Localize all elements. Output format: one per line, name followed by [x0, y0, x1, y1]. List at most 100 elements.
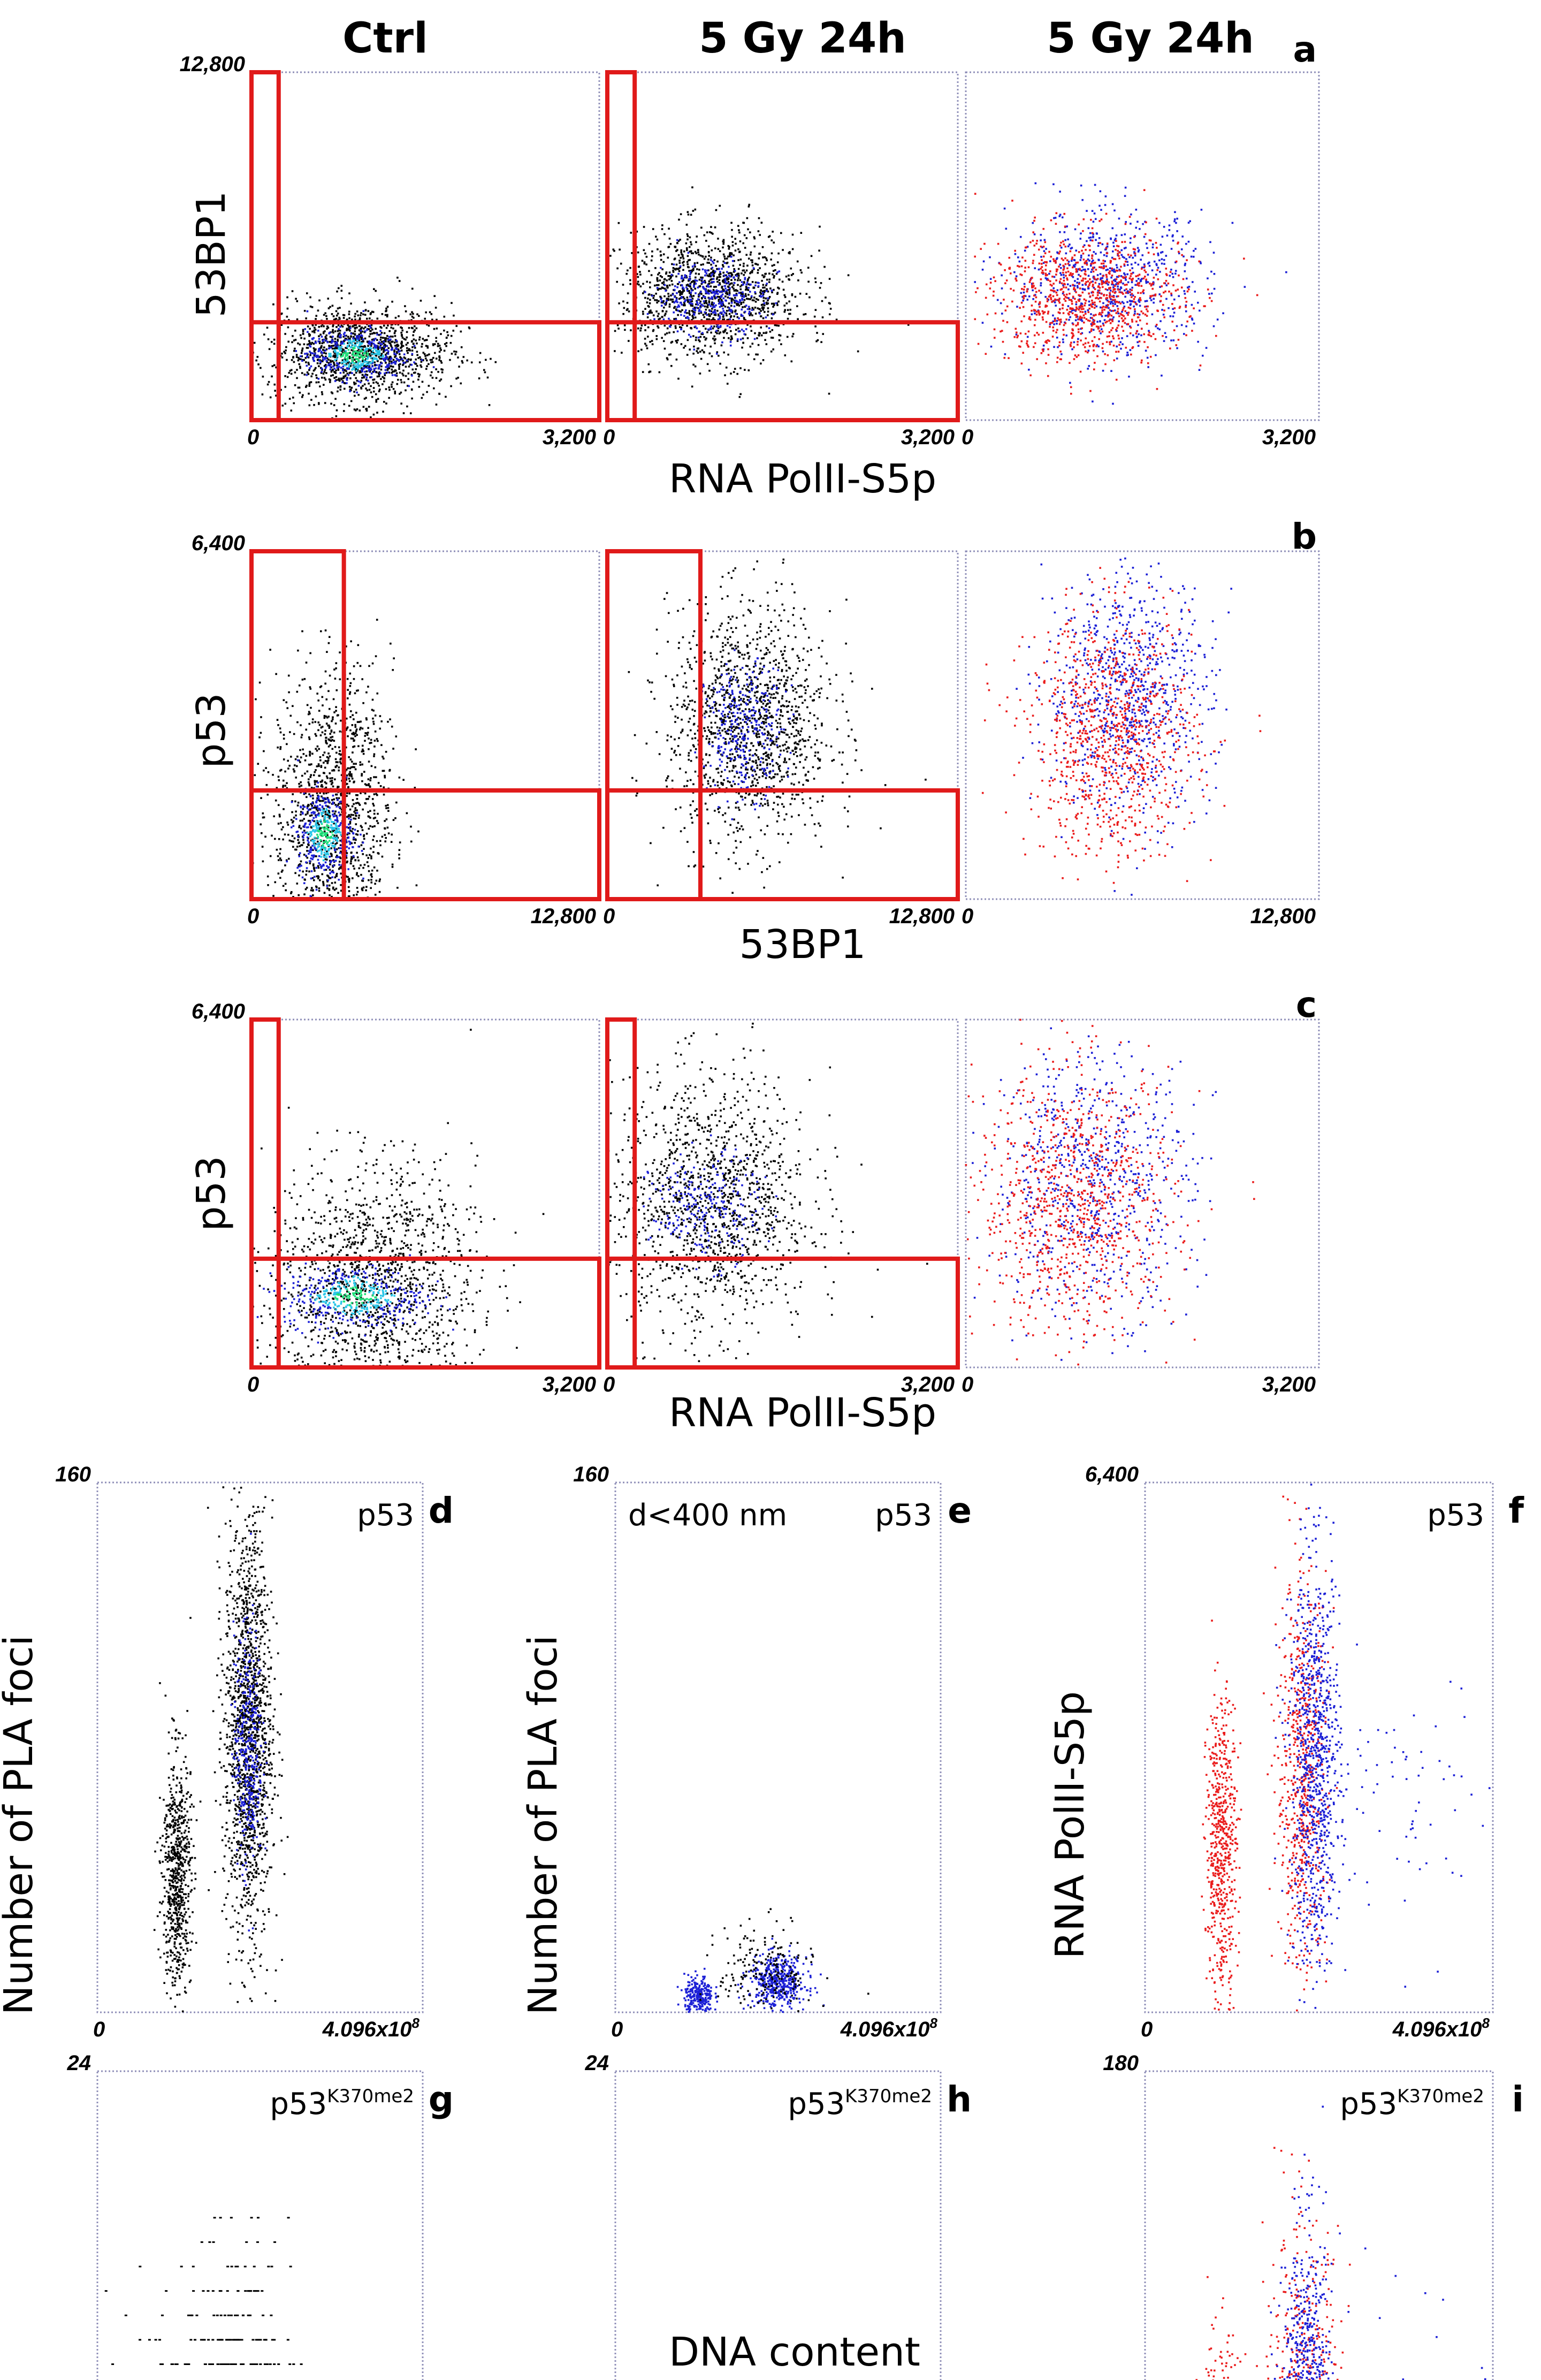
scatter-point: [642, 292, 644, 294]
scatter-point: [305, 317, 307, 320]
scatter-point: [727, 354, 729, 356]
scatter-point: [380, 362, 383, 364]
scatter-point: [392, 336, 394, 338]
x-tick-min: 0: [603, 425, 615, 449]
scatter-point: [336, 291, 338, 293]
scatter-point: [772, 273, 774, 276]
scatter-point: [713, 292, 715, 294]
scatter-point: [730, 222, 733, 224]
scatter-point: [746, 282, 749, 284]
scatter-point: [362, 358, 364, 360]
scatter-point: [1020, 236, 1022, 238]
scatter-point: [352, 332, 354, 334]
scatter-point: [647, 298, 649, 300]
scatter-point: [711, 275, 713, 277]
scatter-point: [696, 301, 698, 303]
scatter-point: [376, 333, 378, 336]
scatter-point: [330, 353, 332, 355]
scatter-point: [338, 348, 340, 350]
scatter-point: [429, 311, 431, 314]
scatter-point: [759, 234, 761, 236]
scatter-point: [749, 308, 751, 310]
scatter-point: [376, 332, 378, 334]
scatter-point: [349, 346, 352, 348]
scatter-point: [754, 291, 756, 293]
scatter-point: [651, 295, 653, 297]
scatter-point: [692, 269, 695, 271]
scatter-point: [704, 306, 706, 308]
scatter-point: [661, 316, 663, 318]
scatter-point: [388, 397, 390, 399]
scatter-point: [675, 250, 677, 252]
scatter-point: [271, 365, 273, 367]
scatter-point: [402, 337, 404, 339]
scatter-point: [394, 361, 396, 363]
scatter-point: [678, 260, 681, 262]
scatter-point: [396, 345, 399, 347]
scatter-point: [749, 298, 751, 300]
scatter-point: [766, 260, 768, 262]
scatter-point: [380, 337, 382, 339]
scatter-point: [384, 360, 386, 362]
scatter-point: [1064, 231, 1066, 233]
scatter-point: [713, 286, 715, 288]
scatter-point: [1104, 204, 1107, 206]
scatter-point: [409, 314, 411, 316]
scatter-point: [394, 363, 396, 365]
scatter-point: [458, 366, 460, 368]
scatter-point: [406, 360, 408, 362]
scatter-point: [359, 318, 361, 321]
scatter-point: [734, 368, 736, 370]
scatter-point: [344, 388, 346, 390]
scatter-point: [647, 363, 650, 366]
scatter-point: [1080, 259, 1082, 261]
scatter-point: [797, 279, 799, 282]
scatter-point: [653, 314, 655, 316]
scatter-point: [695, 337, 697, 339]
scatter-point: [755, 353, 757, 355]
scatter-point: [337, 386, 339, 389]
scatter-point: [761, 275, 764, 277]
scatter-point: [706, 231, 708, 233]
scatter-point: [728, 266, 730, 268]
scatter-point: [373, 414, 375, 416]
scatter-point: [823, 266, 826, 268]
scatter-point: [1068, 319, 1070, 321]
scatter-point: [422, 338, 424, 340]
scatter-point: [355, 383, 357, 385]
scatter-point: [1125, 258, 1127, 260]
scatter-point: [697, 352, 699, 354]
scatter-point: [349, 328, 352, 330]
scatter-point: [339, 389, 341, 391]
scatter-point: [677, 378, 680, 380]
scatter-point: [395, 330, 397, 332]
scatter-point: [408, 385, 410, 387]
scatter-point: [737, 328, 739, 330]
scatter-point: [694, 262, 696, 264]
scatter-point: [271, 341, 273, 343]
scatter-point: [629, 283, 631, 285]
scatter-point: [767, 314, 769, 316]
scatter-point: [349, 390, 351, 392]
scatter-point: [679, 290, 681, 292]
scatter-point: [1131, 287, 1133, 289]
scatter-point: [294, 348, 296, 350]
scatter-point: [1062, 341, 1064, 344]
scatter-point: [765, 298, 767, 300]
scatter-point: [260, 367, 262, 369]
scatter-point: [739, 240, 742, 242]
scatter-point: [325, 338, 327, 340]
scatter-point: [1143, 263, 1146, 265]
scatter-point: [721, 291, 723, 293]
scatter-point: [714, 343, 716, 345]
scatter-point: [618, 222, 620, 224]
scatter-point: [340, 290, 342, 292]
scatter-point: [355, 409, 357, 412]
scatter-point: [658, 313, 660, 315]
scatter-point: [433, 328, 436, 330]
scatter-point: [349, 363, 351, 365]
scatter-point: [418, 374, 421, 376]
scatter-point: [440, 349, 442, 351]
scatter-point: [369, 389, 371, 391]
scatter-point: [691, 315, 693, 317]
